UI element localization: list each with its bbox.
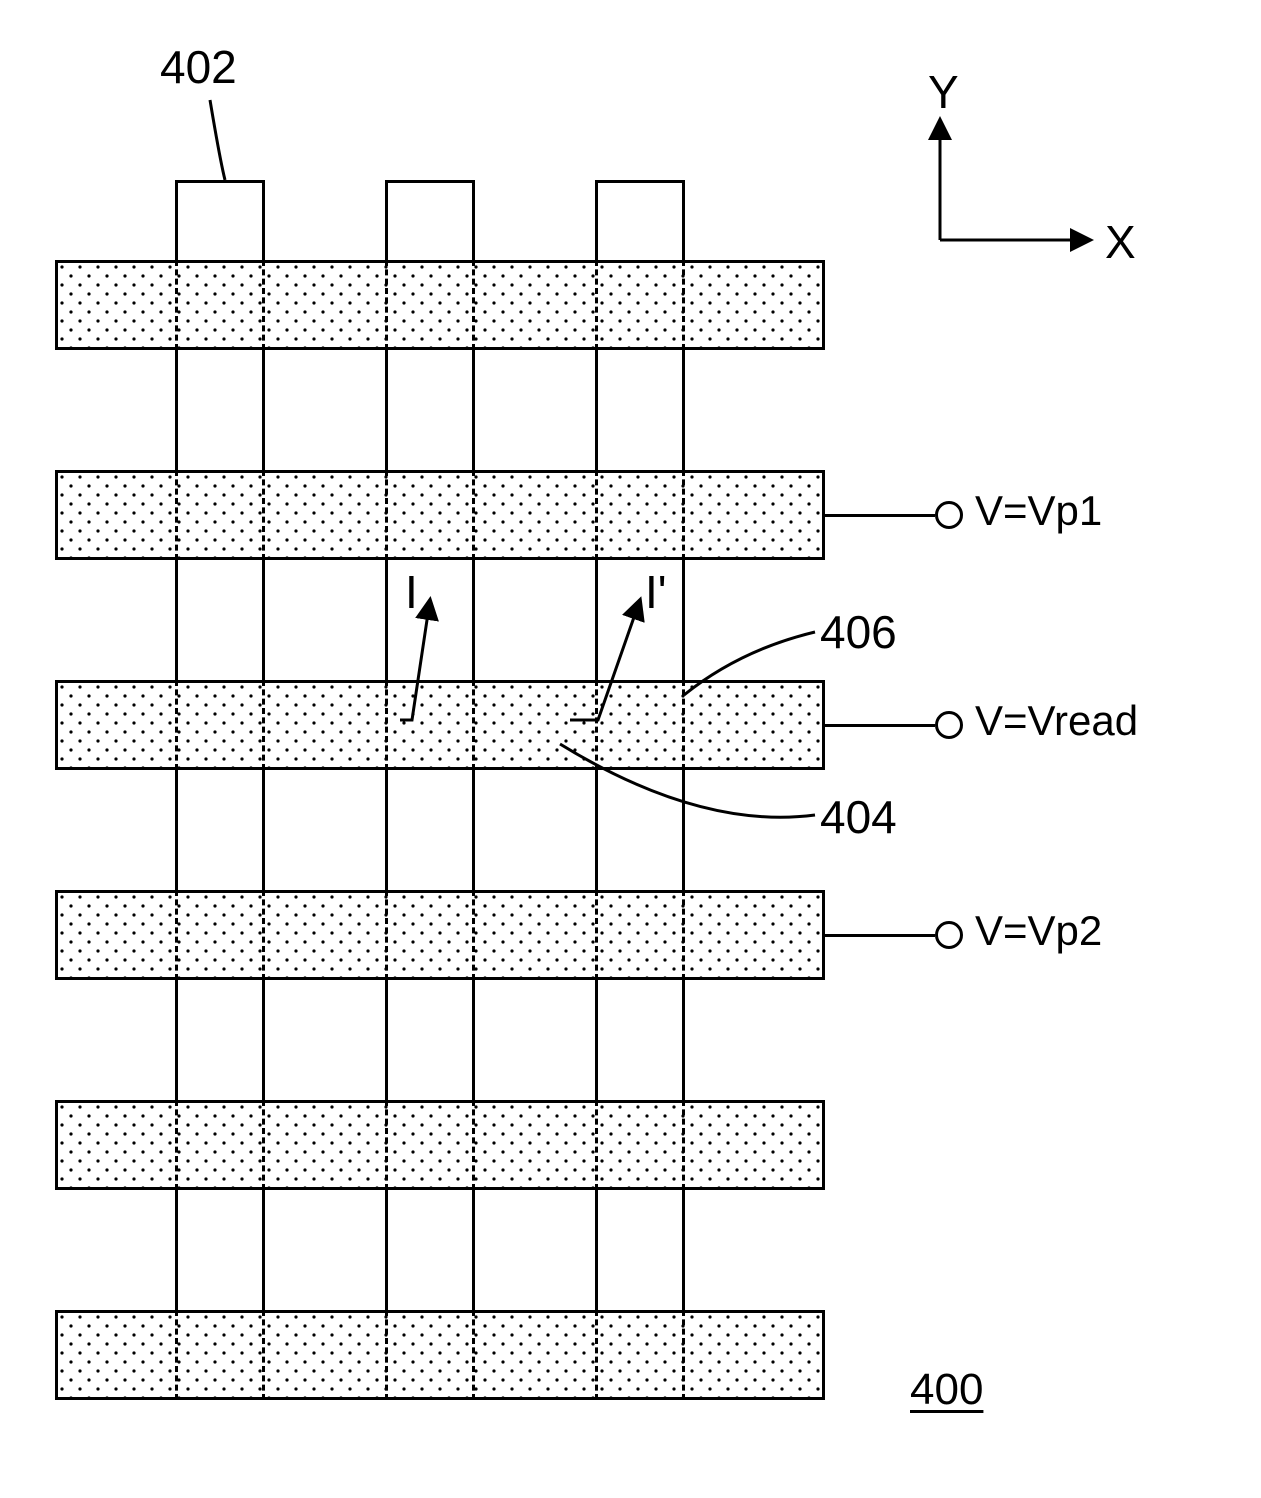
axis-y-label: Y: [928, 65, 959, 119]
memory-cell: [385, 260, 475, 350]
pin-terminal: [935, 501, 963, 529]
memory-cell: [175, 1310, 265, 1400]
memory-cell: [385, 1310, 475, 1400]
memory-cell: [385, 890, 475, 980]
memory-cell: [595, 470, 685, 560]
memory-cell: [595, 1310, 685, 1400]
pin-label: V=Vp2: [975, 907, 1102, 955]
pin-terminal: [935, 921, 963, 949]
current-i-label: I: [405, 565, 418, 619]
callout-406: 406: [820, 605, 897, 659]
memory-cell: [175, 680, 265, 770]
memory-cell: [595, 890, 685, 980]
pin-lead: [825, 934, 935, 937]
pin-label: V=Vp1: [975, 487, 1102, 535]
callout-402: 402: [160, 40, 237, 94]
current-iprime-label: I': [645, 565, 667, 619]
memory-cell: [595, 680, 685, 770]
axis-x-label: X: [1105, 215, 1136, 269]
leader-line: [210, 100, 225, 180]
memory-cell: [175, 260, 265, 350]
memory-cell: [385, 470, 475, 560]
memory-cell: [175, 1100, 265, 1190]
memory-cell: [595, 1100, 685, 1190]
memory-cell: [175, 470, 265, 560]
memory-cell: [175, 890, 265, 980]
pin-lead: [825, 724, 935, 727]
vertical-bar: [175, 180, 265, 1370]
vertical-bar: [595, 180, 685, 1370]
memory-cell: [595, 260, 685, 350]
pin-label: V=Vread: [975, 697, 1138, 745]
pin-lead: [825, 514, 935, 517]
figure-number: 400: [910, 1365, 983, 1415]
memory-cell: [385, 1100, 475, 1190]
pin-terminal: [935, 711, 963, 739]
memory-cell: [385, 680, 475, 770]
vertical-bar: [385, 180, 475, 1370]
callout-404: 404: [820, 790, 897, 844]
